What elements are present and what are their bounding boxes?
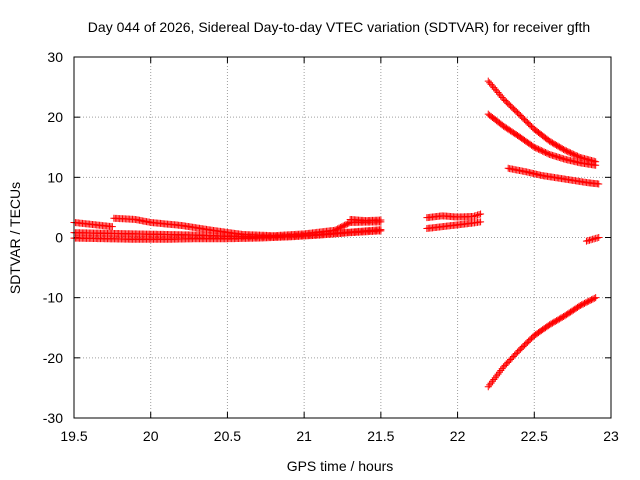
series-trace-j (582, 234, 603, 245)
y-axis-label: SDTVAR / TECUs (7, 182, 23, 294)
y-tick-label: 30 (47, 49, 63, 65)
data-point (493, 372, 501, 380)
data-point (108, 223, 116, 231)
series-trace-f (423, 218, 485, 232)
data-point (377, 227, 385, 235)
x-tick-label: 19.5 (60, 428, 87, 444)
series-trace-d (346, 215, 385, 225)
data-point (490, 375, 498, 383)
data-point (377, 216, 385, 224)
y-tick-label: 10 (47, 169, 63, 185)
x-tick-label: 21.5 (367, 428, 394, 444)
series-trace-g (484, 77, 600, 166)
data-point (494, 370, 502, 378)
series-trace-e (423, 210, 485, 222)
data-point (487, 379, 495, 387)
series-trace-h (484, 110, 600, 169)
data-point (488, 377, 496, 385)
x-tick-label: 22 (450, 428, 466, 444)
y-tick-label: 0 (55, 230, 63, 246)
data-point (590, 294, 598, 302)
x-tick-label: 20 (143, 428, 159, 444)
y-tick-label: 20 (47, 109, 63, 125)
data-point (595, 234, 603, 241)
data-point (486, 381, 494, 389)
x-tick-label: 23 (603, 428, 619, 444)
plot-frame (73, 56, 612, 419)
y-tick-label: -30 (43, 410, 63, 426)
data-point (592, 161, 600, 169)
data-point (592, 294, 600, 302)
x-tick-label: 20.5 (214, 428, 241, 444)
series-trace-c (70, 227, 385, 243)
series-trace-k (484, 294, 600, 391)
grid-layer (74, 57, 611, 418)
y-tick-label: -10 (43, 290, 63, 306)
series-trace-i (504, 164, 603, 188)
chart-title: Day 044 of 2026, Sidereal Day-to-day VTE… (88, 19, 590, 35)
data-point (495, 368, 503, 376)
data-point (477, 218, 485, 226)
data-point (484, 383, 492, 391)
x-tick-label: 22.5 (521, 428, 548, 444)
data-point (497, 366, 505, 374)
label-layer: 19.5 20 20.5 21 21.5 22 22.5 23 -30 -20 -10 0 10 20 30 (43, 49, 619, 444)
x-tick-label: 21 (296, 428, 312, 444)
data-point (595, 180, 603, 188)
data-point (491, 374, 499, 382)
x-axis-label: GPS time / hours (287, 458, 394, 474)
y-tick-label: -20 (43, 350, 63, 366)
data-layer (70, 77, 603, 391)
data-point (477, 210, 485, 218)
